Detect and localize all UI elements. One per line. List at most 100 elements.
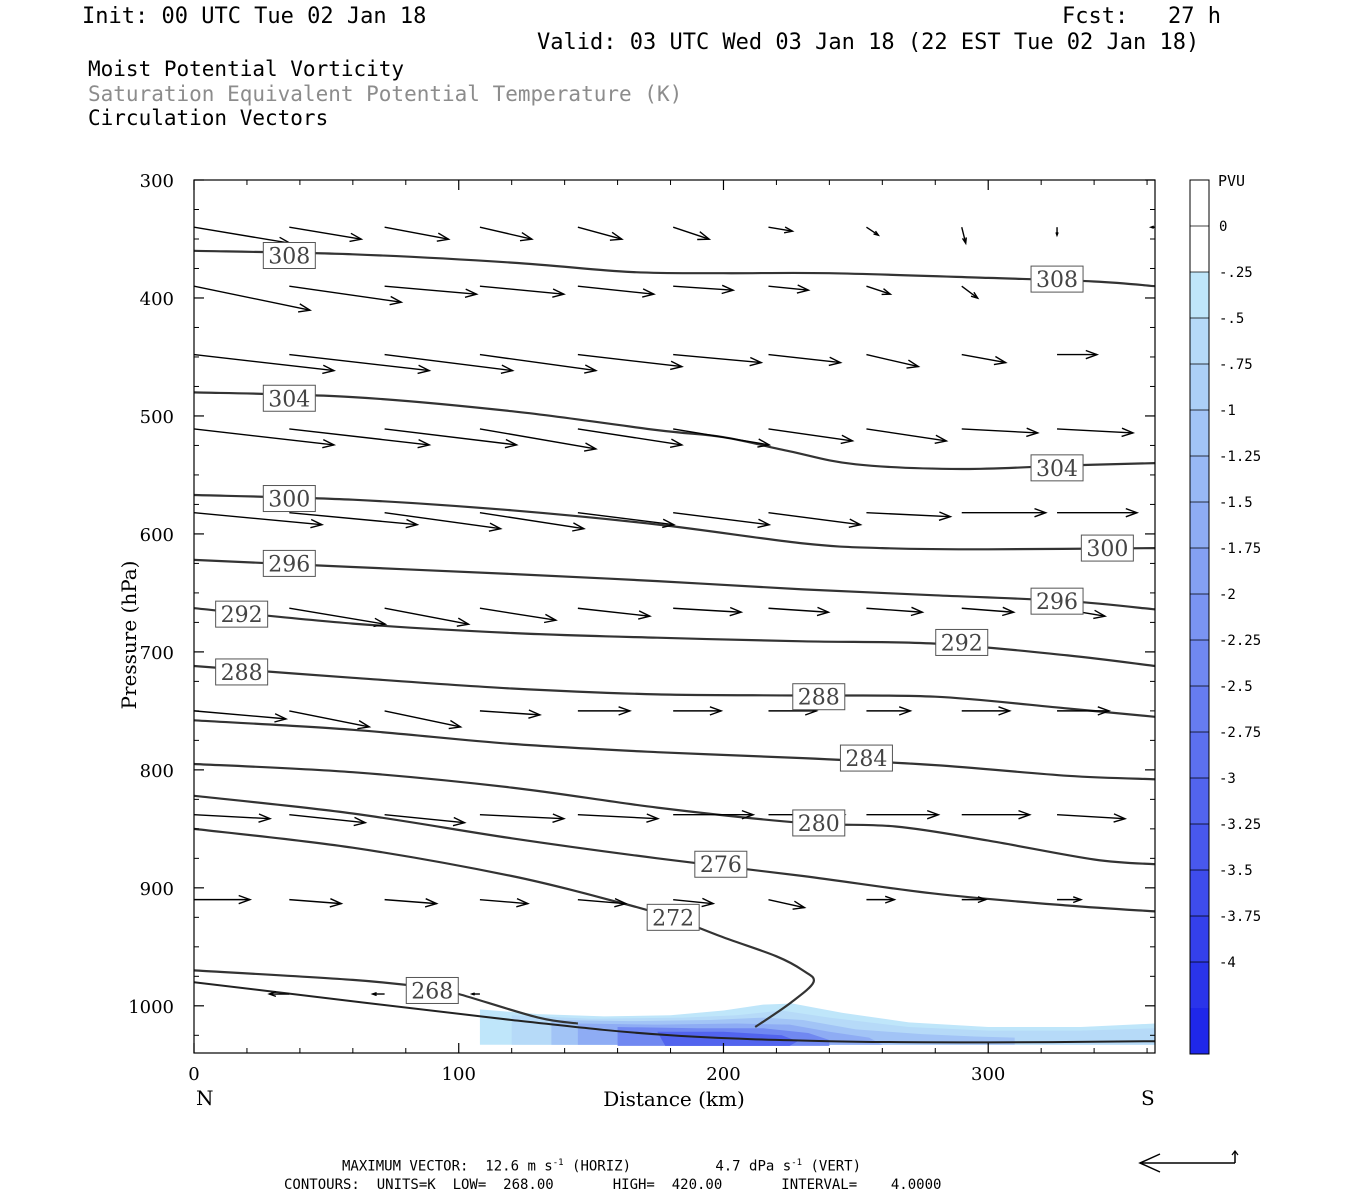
circulation-vector-0-10 (1148, 225, 1155, 229)
circulation-vector-8-8 (961, 896, 988, 904)
circulation-vector-4-3 (479, 511, 586, 532)
x-axis-title: Distance (km) (603, 1087, 745, 1111)
circulation-vector-6-4 (577, 706, 632, 716)
circulation-vector-8-7 (866, 895, 897, 904)
colorbar-label-5: -1.25 (1219, 449, 1261, 465)
circulation-vector-9-0 (267, 990, 290, 998)
contour-label-296-1: 296 (1030, 587, 1084, 615)
theta-contour-288 (194, 664, 1155, 718)
circulation-vector-5-5 (768, 606, 831, 617)
colorbar-label-11: -2.75 (1219, 725, 1261, 741)
contour-labels: 308 308 304 304 300 300 296 296 292 292 288 288 284 2… (215, 242, 1134, 1004)
colorbar-cell-16 (1190, 916, 1209, 963)
x-tick-label-300: 300 (971, 1064, 1005, 1085)
north-end-label: N (196, 1086, 214, 1110)
colorbar-label-7: -1.75 (1219, 541, 1261, 557)
circulation-vector-5-6 (866, 606, 925, 617)
colorbar-cell-13 (1190, 778, 1209, 825)
colorbar-cell-10 (1190, 640, 1209, 687)
colorbar-cell-8 (1190, 548, 1209, 595)
contour-label-308-0: 308 (262, 242, 316, 270)
colorbar-label-3: -.75 (1219, 357, 1253, 373)
circulation-vector-1-3 (479, 285, 566, 298)
contour-label-280-0: 280 (792, 809, 846, 837)
y-tick-label-900: 900 (140, 879, 174, 900)
circulation-vector-3-1 (289, 428, 432, 449)
circulation-vector-6-5 (673, 706, 724, 716)
colorbar-label-9: -2.25 (1219, 633, 1261, 649)
circulation-vector-2-1 (289, 353, 432, 375)
theta-contours (194, 249, 1155, 1044)
svg-text:308: 308 (1036, 268, 1078, 293)
y-tick-label-800: 800 (140, 761, 174, 782)
y-tick-label-300: 300 (140, 171, 174, 192)
contour-label-272-0: 272 (646, 903, 700, 931)
contour-label-276-0: 276 (694, 850, 748, 878)
circulation-vector-6-7 (866, 706, 913, 716)
circulation-vector-2-2 (384, 353, 515, 374)
colorbar-label-10: -2.5 (1219, 679, 1253, 695)
y-tick-label-600: 600 (140, 525, 174, 546)
circulation-vector-9-2 (469, 992, 480, 996)
circulation-vector-2-9 (1057, 349, 1100, 360)
svg-text:280: 280 (798, 812, 840, 837)
colorbar-label-1: -.25 (1219, 265, 1253, 281)
circulation-vector-8-2 (384, 898, 439, 908)
circulation-vector-4-1 (289, 511, 420, 529)
circulation-vector-7-3 (479, 813, 566, 823)
circulation-vector-7-1 (289, 813, 368, 827)
colorbar-frame (1189, 179, 1210, 1055)
colorbar-title: PVU (1218, 172, 1245, 190)
colorbar-label-4: -1 (1219, 403, 1236, 419)
circulation-vector-5-4 (673, 606, 744, 617)
svg-text:292: 292 (221, 603, 263, 628)
colorbar-label-12: -3 (1219, 771, 1236, 787)
circulation-vector-8-5 (673, 897, 716, 908)
y-tick-label-700: 700 (140, 643, 174, 664)
circulation-vector-3-4 (577, 428, 684, 448)
circulation-vector-8-9 (1057, 896, 1084, 904)
colorbar-cell-14 (1190, 824, 1209, 871)
svg-text:292: 292 (941, 631, 983, 656)
circulation-vector-3-2 (384, 428, 519, 449)
theta-contour-300 (194, 493, 1155, 551)
y-axis-title: Pressure (hPa) (117, 561, 141, 710)
circulation-vector-0-1 (289, 226, 364, 243)
field-name-theta-es: Saturation Equivalent Potential Temperat… (88, 82, 683, 106)
theta-contour-296 (194, 558, 1155, 611)
svg-text:300: 300 (1086, 537, 1128, 562)
theta-contour-304 (194, 391, 1155, 471)
svg-text:296: 296 (1036, 590, 1078, 615)
colorbar-cell-0 (1190, 180, 1209, 227)
colorbar-cell-5 (1190, 410, 1209, 457)
circulation-vector-1-1 (289, 285, 404, 306)
svg-text:268: 268 (411, 979, 453, 1004)
circulation-vector-4-5 (673, 511, 772, 529)
y-tick-label-1000: 1000 (128, 997, 174, 1018)
circulation-vector-1-0 (194, 285, 313, 313)
circulation-vector-7-2 (384, 813, 467, 827)
circulation-vectors (194, 225, 1155, 998)
forecast-hour: 27 h (1168, 4, 1221, 29)
colorbar-cell-17 (1190, 962, 1209, 1009)
circulation-vector-7-5 (673, 809, 756, 820)
colorbar-cell-18 (1190, 1008, 1209, 1055)
colorbar-label-15: -3.75 (1219, 909, 1261, 925)
theta-contour-292 (194, 607, 1155, 668)
colorbar-label-2: -.5 (1219, 311, 1244, 327)
colorbar-cell-4 (1190, 364, 1209, 411)
circulation-vector-5-0 (289, 607, 388, 628)
contour-label-292-0: 292 (215, 600, 269, 628)
circulation-vector-8-0 (194, 894, 253, 905)
svg-text:272: 272 (652, 906, 694, 931)
circulation-vector-7-7 (866, 809, 941, 820)
circulation-vector-3-9 (1057, 427, 1136, 438)
circulation-vector-6-3 (479, 709, 542, 719)
circulation-vector-5-7 (961, 606, 1016, 617)
colorbar-cell-7 (1190, 502, 1209, 549)
field-name-vectors: Circulation Vectors (88, 106, 329, 130)
circulation-vector-5-1 (384, 607, 471, 627)
colorbar-cell-11 (1190, 686, 1209, 733)
colorbar-label-16: -4 (1219, 955, 1236, 971)
circulation-vector-7-9 (1057, 813, 1128, 823)
